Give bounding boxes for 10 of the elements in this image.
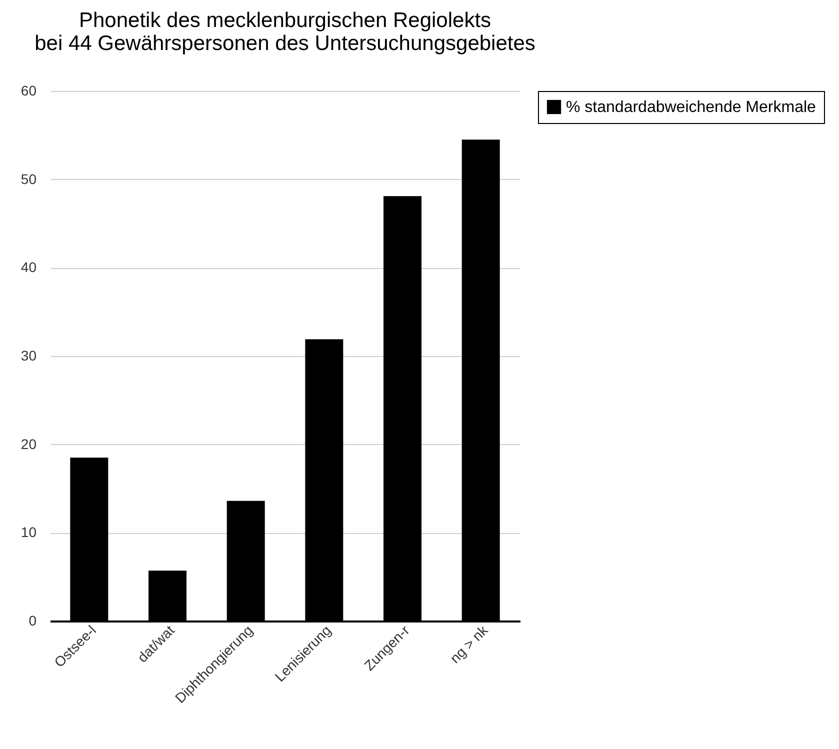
- y-tick-label: 10: [20, 524, 37, 540]
- chart-title: Phonetik des mecklenburgischen Regiolekts bei 44 Gewährspersonen des Untersuchungsgebietes: [34, 9, 536, 55]
- y-tick-label: 50: [20, 170, 37, 187]
- y-tick-label: 30: [20, 348, 37, 364]
- y-tick-label: 0: [28, 612, 37, 628]
- x-tick-label: ng > nk: [446, 621, 492, 666]
- y-tick-label: 20: [20, 436, 37, 452]
- legend-label: % standardabweichende Merkmale: [566, 99, 816, 116]
- y-tick-label: 40: [20, 259, 37, 276]
- y-tick-label: 60: [20, 82, 37, 98]
